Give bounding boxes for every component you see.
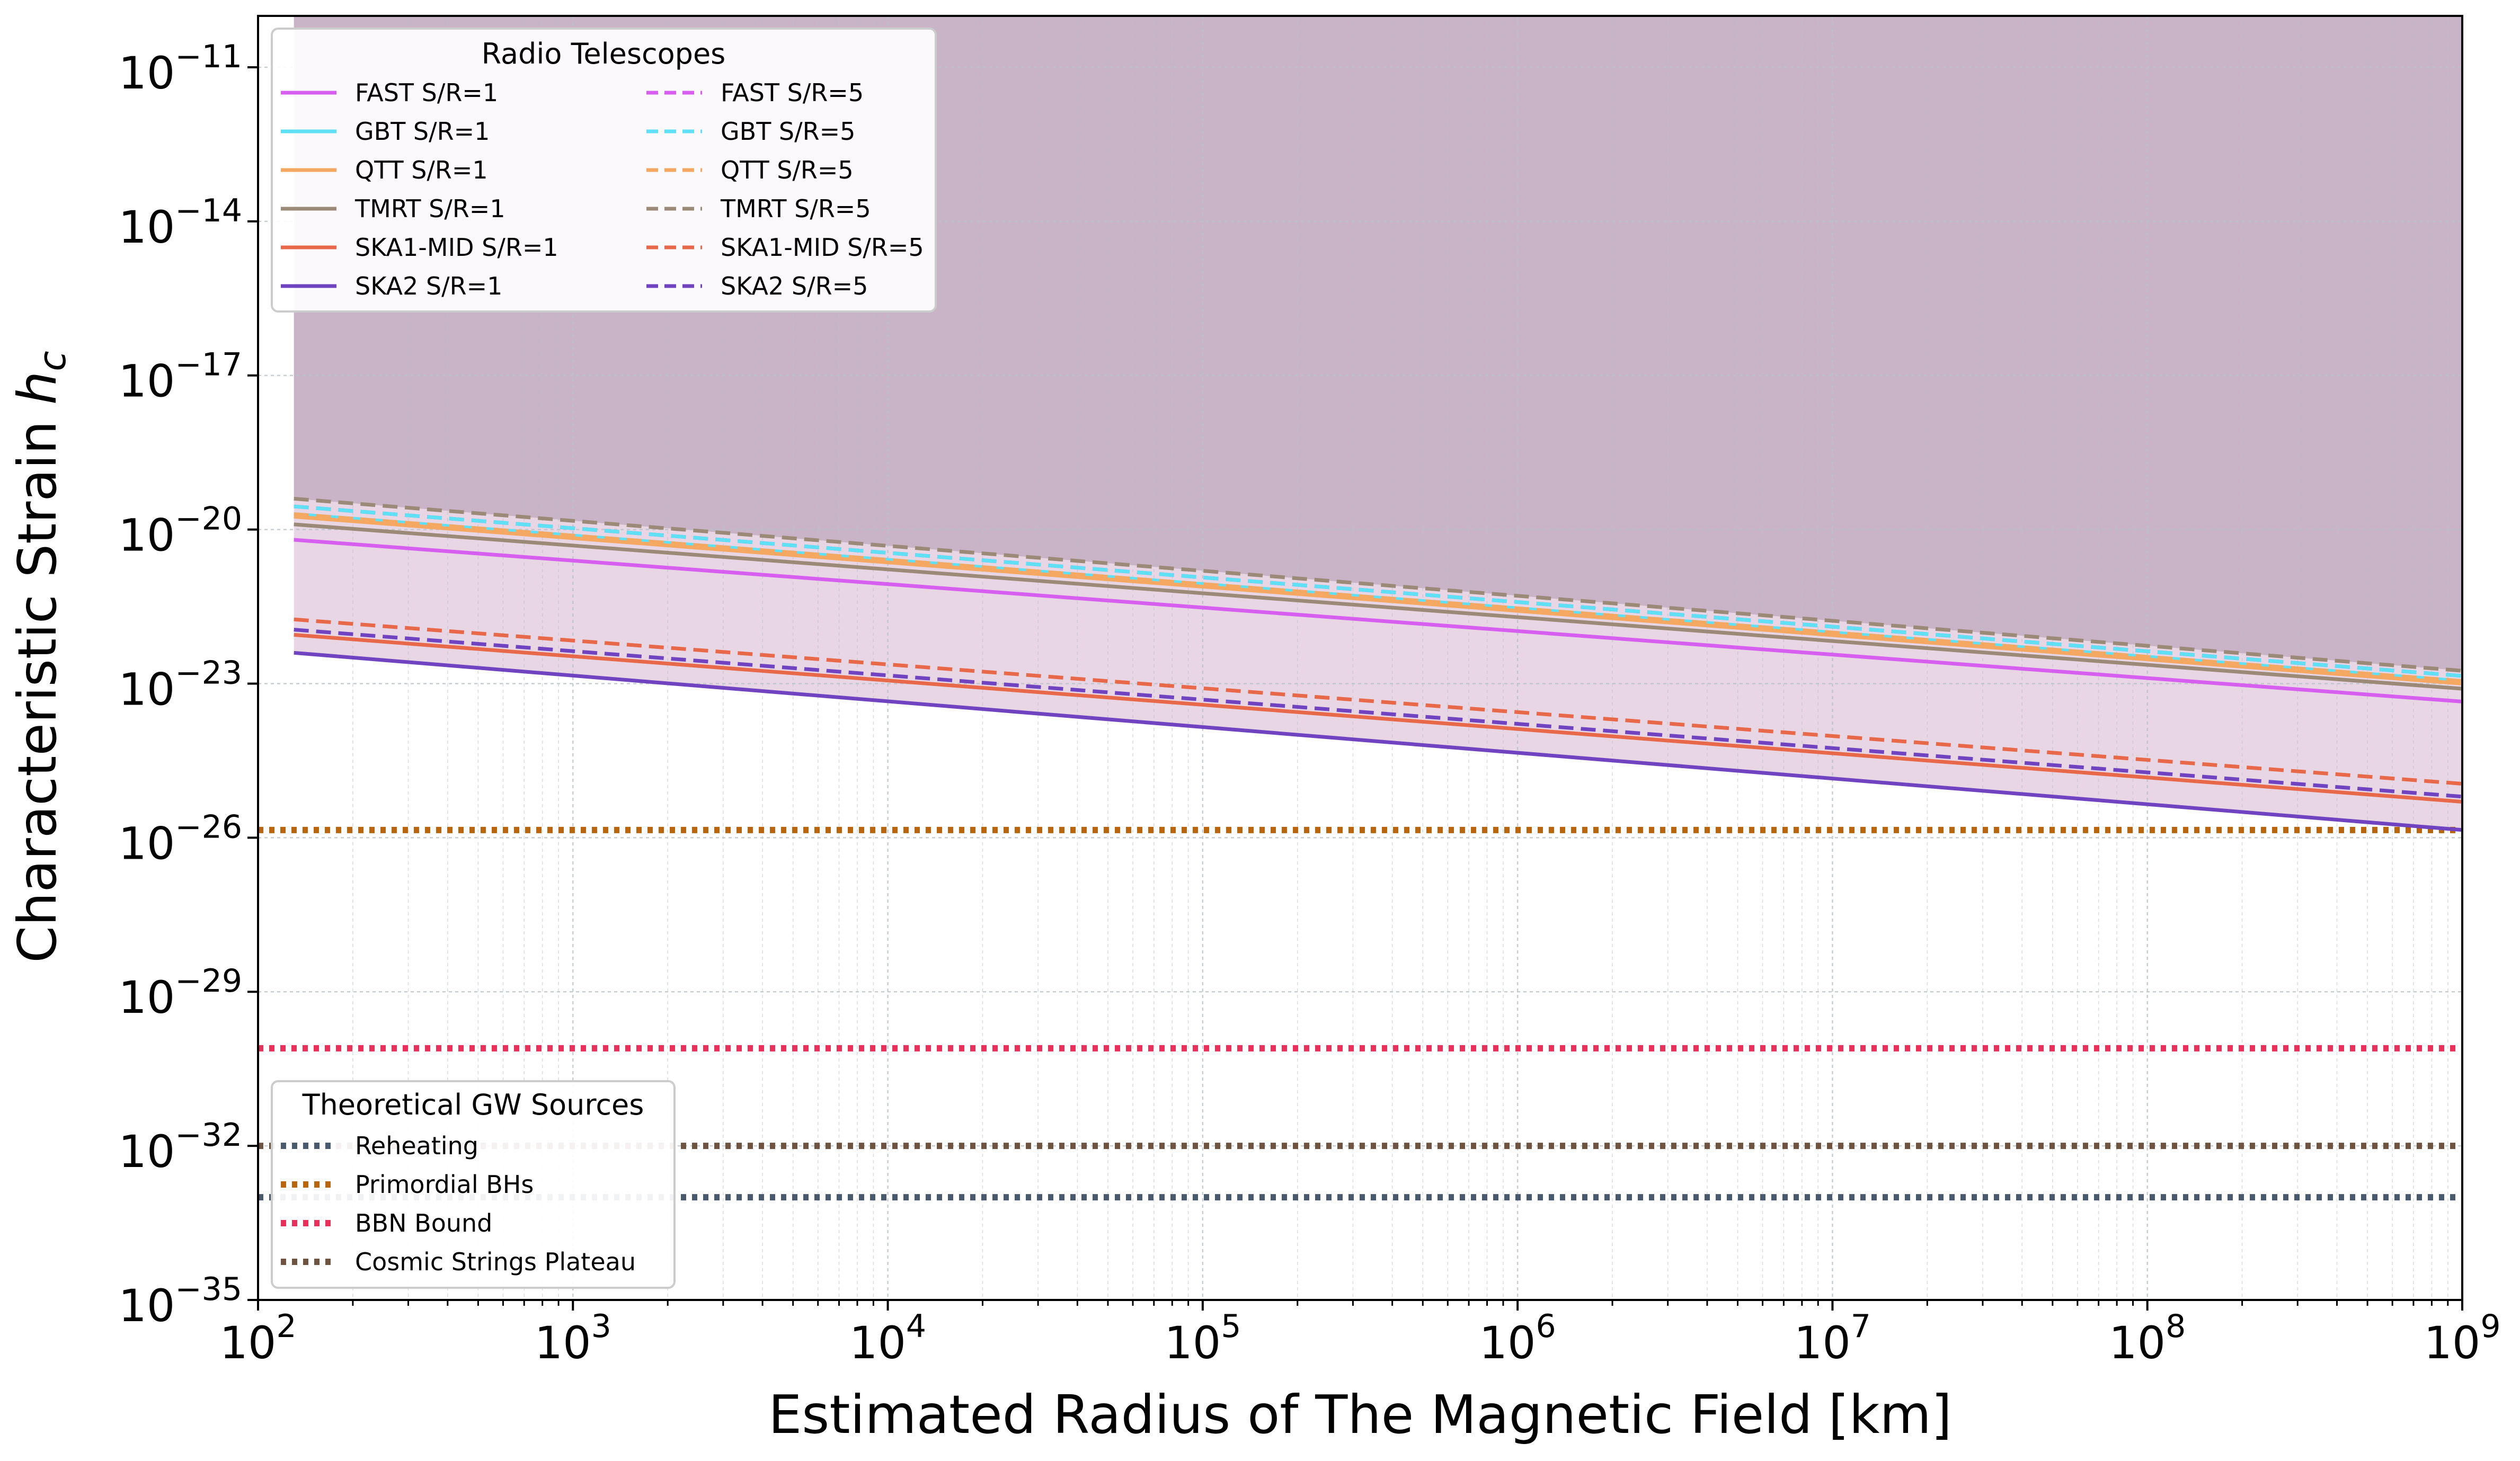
source-legend-title: Theoretical GW Sources	[302, 1088, 644, 1121]
series-line-tmrt-s-r-5	[294, 496, 2462, 673]
series-line-tmrt-s-r-1	[294, 522, 2462, 691]
y-tick-label: 10−23	[118, 654, 242, 715]
x-axis-ticks: 102 103 104 105 106 107 108 109	[219, 1300, 2501, 1369]
x-tick-label: 108	[2109, 1308, 2186, 1369]
y-tick-label: 10−35	[118, 1271, 242, 1332]
source-legend-box	[271, 1080, 676, 1289]
legend-label-qtt-s-r-1: QTT S/R=1	[355, 156, 488, 184]
y-tick-label: 10−14	[118, 192, 242, 253]
source-legend: Theoretical GW Sources Reheating Primordi…	[271, 1080, 676, 1289]
telescope-legend-title: Radio Telescopes	[482, 37, 726, 70]
legend-label-ska1-mid-s-r-1: SKA1-MID S/R=1	[355, 233, 558, 262]
legend-label-gbt-s-r-5: GBT S/R=5	[721, 117, 855, 146]
legend-label-tmrt-s-r-1: TMRT S/R=1	[354, 194, 505, 223]
series-line-qtt-s-r-5	[294, 512, 2462, 683]
y-axis-ticks: 10−11 10−14 10−17 10−20 10−23 10−26 10−29 10−32…	[118, 38, 258, 1332]
legend-label-reheating: Reheating	[355, 1132, 478, 1160]
legend-label-tmrt-s-r-5: TMRT S/R=5	[720, 194, 871, 223]
y-tick-label: 10−32	[118, 1117, 242, 1178]
legend-label-ska2-s-r-1: SKA2 S/R=1	[355, 272, 502, 300]
y-tick-label: 10−11	[118, 38, 242, 99]
series-lines	[294, 496, 2462, 832]
y-tick-label: 10−20	[118, 501, 242, 562]
legend-label-cosmic-strings-plateau: Cosmic Strings Plateau	[355, 1248, 636, 1276]
legend-label-fast-s-r-5: FAST S/R=5	[721, 78, 864, 107]
x-tick-label: 103	[535, 1308, 611, 1369]
legend-label-ska2-s-r-5: SKA2 S/R=5	[721, 272, 868, 300]
legend-label-qtt-s-r-5: QTT S/R=5	[721, 156, 854, 184]
series-line-qtt-s-r-1	[294, 514, 2462, 685]
series-line-gbt-s-r-5	[294, 504, 2462, 678]
y-tick-label: 10−17	[118, 346, 242, 407]
y-axis-label: Characteristic Strainhc	[6, 351, 74, 963]
legend-label-fast-s-r-1: FAST S/R=1	[355, 78, 498, 107]
telescope-legend-box	[271, 28, 937, 313]
legend-label-primordial-bhs: Primordial BHs	[355, 1170, 534, 1199]
plot-frame	[257, 15, 2463, 1301]
telescope-legend: Radio Telescopes FAST S/R=1 GBT S/R=1 QTT …	[271, 28, 937, 313]
x-tick-label: 104	[849, 1308, 926, 1369]
x-tick-label: 107	[1794, 1308, 1871, 1369]
legend-label-bbn-bound: BBN Bound	[355, 1209, 492, 1237]
x-tick-label: 105	[1164, 1308, 1241, 1369]
series-line-ska1-mid-s-r-5	[294, 617, 2462, 786]
legend-label-gbt-s-r-1: GBT S/R=1	[355, 117, 490, 146]
y-tick-label: 10−26	[118, 808, 242, 869]
legend-label-ska1-mid-s-r-5: SKA1-MID S/R=5	[721, 233, 924, 262]
x-tick-label: 109	[2424, 1308, 2500, 1369]
x-tick-label: 106	[1479, 1308, 1556, 1369]
series-line-fast-s-r-1	[294, 538, 2462, 703]
series-line-ska1-mid-s-r-1	[294, 632, 2462, 804]
y-tick-label: 10−29	[118, 963, 242, 1023]
x-tick-label: 102	[219, 1308, 296, 1369]
series-line-ska2-s-r-5	[294, 628, 2462, 799]
x-axis-label: Estimated Radius of The Magnetic Field [k…	[768, 1384, 1952, 1446]
series-line-ska2-s-r-1	[294, 651, 2462, 832]
